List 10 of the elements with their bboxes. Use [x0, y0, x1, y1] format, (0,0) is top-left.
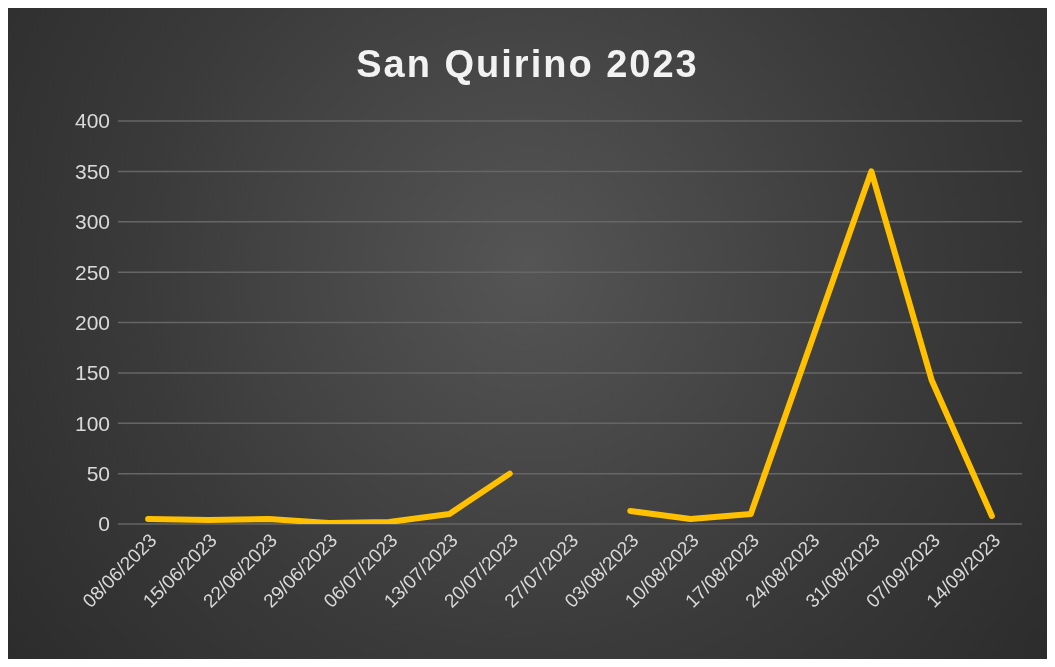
y-tick-label: 50: [86, 462, 110, 486]
y-tick-label: 200: [74, 310, 110, 334]
y-tick-label: 250: [74, 260, 110, 284]
y-tick-label: 100: [74, 411, 110, 435]
y-tick-label: 400: [74, 109, 110, 133]
y-tick-label: 350: [74, 159, 110, 183]
y-tick-label: 150: [74, 361, 110, 385]
chart-title: San Quirino 2023: [355, 43, 700, 86]
y-tick-label: 0: [98, 512, 110, 536]
y-tick-label: 300: [74, 210, 110, 234]
